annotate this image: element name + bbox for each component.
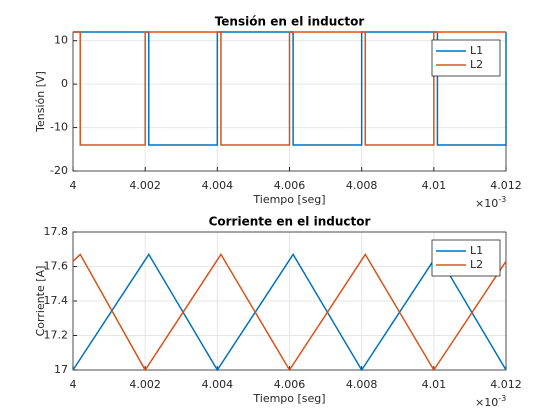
x-tick-label: 4.01	[422, 179, 447, 192]
x-tick-label: 4.004	[202, 378, 234, 391]
chart-title: Tensión en el inductor	[215, 15, 365, 29]
x-exponent: ×10-3	[475, 195, 506, 211]
y-tick-label: -10	[50, 121, 68, 134]
legend-label: L2	[470, 58, 483, 71]
legend-label: L1	[470, 244, 483, 257]
x-tick-label: 4.006	[274, 179, 306, 192]
x-exponent: ×10-3	[475, 394, 506, 410]
x-tick-label: 4.006	[274, 378, 306, 391]
y-tick-label: 17.2	[44, 329, 69, 342]
legend-label: L2	[470, 258, 483, 271]
x-tick-label: 4	[70, 179, 77, 192]
y-axis-label: Tensión [V]	[34, 71, 47, 133]
x-tick-label: 4.008	[346, 179, 378, 192]
legend-box	[431, 239, 501, 277]
x-tick-label: 4.01	[422, 378, 447, 391]
y-tick-label: 17	[54, 363, 68, 376]
y-tick-label: 17.6	[44, 260, 69, 273]
x-axis-label: Tiempo [seg]	[252, 193, 325, 206]
x-axis-label: Tiempo [seg]	[252, 392, 325, 405]
series-line	[73, 31, 507, 146]
y-tick-label: 17.8	[44, 225, 69, 238]
x-tick-label: 4	[70, 378, 77, 391]
x-exponent-power: -3	[498, 195, 506, 204]
chart-title: Corriente en el inductor	[209, 215, 371, 229]
legend-box	[431, 39, 501, 77]
x-exponent-base: ×10	[475, 197, 498, 210]
x-tick-label: 4.002	[129, 378, 161, 391]
x-exponent-power: -3	[498, 394, 506, 403]
y-tick-label: -20	[50, 164, 68, 177]
y-tick-label: 10	[54, 34, 68, 47]
x-tick-label: 4.008	[346, 378, 378, 391]
y-tick-label: 0	[61, 77, 68, 90]
x-tick-label: 4.004	[202, 179, 234, 192]
legend-label: L1	[470, 44, 483, 57]
x-tick-label: 4.002	[129, 179, 161, 192]
series-line	[72, 253, 507, 372]
y-axis-label: Corriente [A]	[34, 266, 47, 337]
x-tick-label: 4.012	[490, 378, 522, 391]
x-tick-label: 4.012	[490, 179, 522, 192]
y-tick-label: 17.4	[44, 294, 69, 307]
series-line	[73, 31, 506, 146]
x-exponent-base: ×10	[475, 396, 498, 409]
